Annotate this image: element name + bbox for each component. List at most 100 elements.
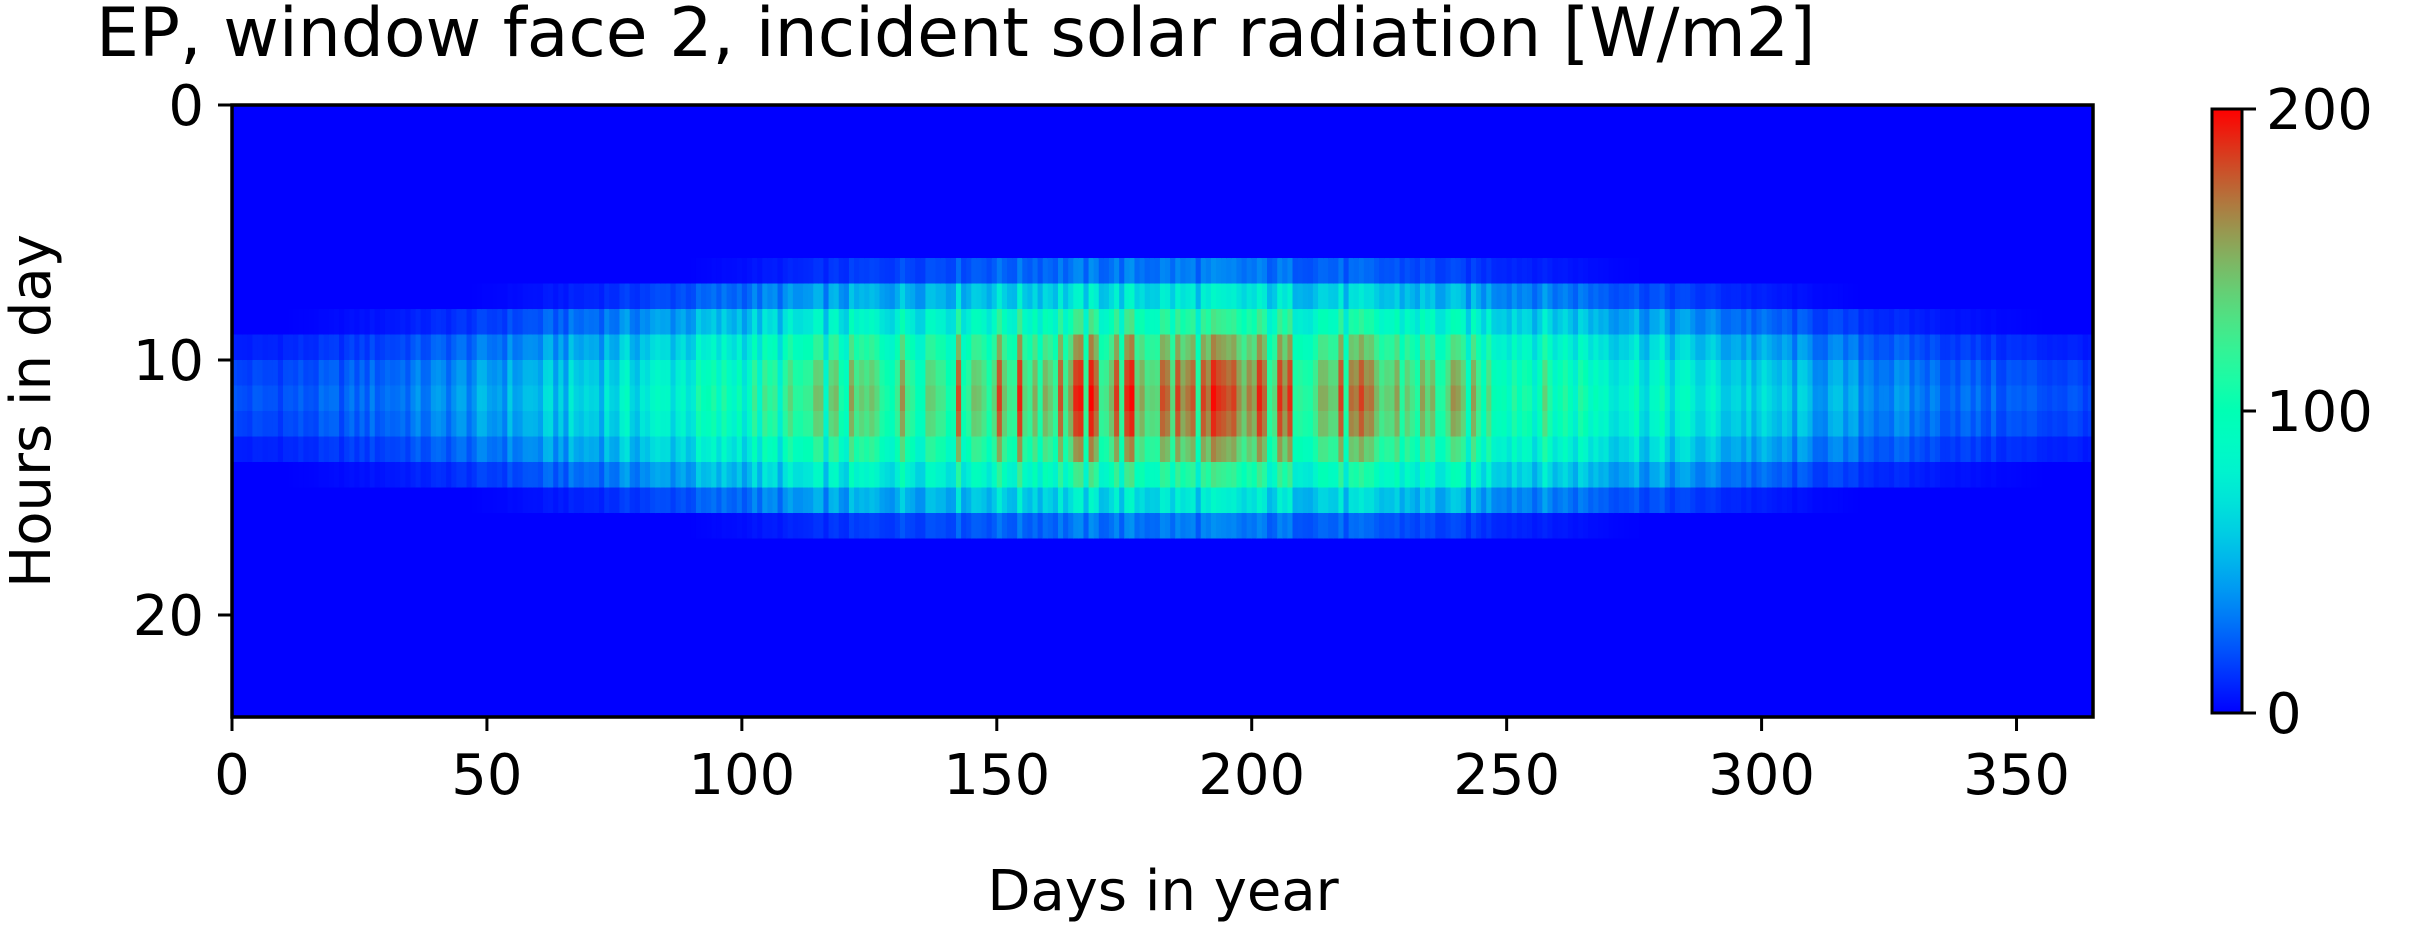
heatmap-cell <box>1292 130 1299 157</box>
heatmap-cell <box>818 105 825 132</box>
heatmap-cell <box>609 156 615 183</box>
heatmap-cell <box>333 283 340 310</box>
heatmap-cell <box>843 181 850 208</box>
heatmap-cell <box>1195 232 1202 259</box>
heatmap-cell <box>497 564 503 591</box>
heatmap-cell <box>864 615 870 642</box>
heatmap-cell <box>548 538 554 565</box>
heatmap-cell <box>1108 589 1115 616</box>
heatmap-cell <box>665 130 672 157</box>
heatmap-cell <box>456 564 463 591</box>
heatmap-cell <box>874 181 881 208</box>
heatmap-cell <box>461 462 468 489</box>
heatmap-cell <box>986 309 993 336</box>
heatmap-cell <box>879 334 886 361</box>
heatmap-cell <box>232 130 238 157</box>
heatmap-cell <box>854 615 860 642</box>
heatmap-cell <box>257 130 264 157</box>
heatmap-cell <box>573 462 580 489</box>
heatmap-cell <box>1088 258 1095 285</box>
heatmap-cell <box>905 436 911 463</box>
heatmap-cell <box>532 666 539 693</box>
heatmap-cell <box>961 513 967 540</box>
heatmap-cell <box>430 232 437 259</box>
heatmap-cell <box>854 487 860 514</box>
heatmap-cell <box>349 385 355 412</box>
heatmap-cell <box>920 589 927 616</box>
heatmap-cell <box>787 666 794 693</box>
heatmap-cell <box>277 232 284 259</box>
heatmap-cell <box>395 666 401 693</box>
heatmap-cell <box>1119 360 1125 387</box>
heatmap-cell <box>614 615 621 642</box>
heatmap-cell <box>451 385 457 412</box>
heatmap-cell <box>344 436 350 463</box>
heatmap-cell <box>497 666 503 693</box>
heatmap-cell <box>522 334 529 361</box>
heatmap-cell <box>354 666 361 693</box>
heatmap-cell <box>792 487 799 514</box>
heatmap-cell <box>838 309 845 336</box>
heatmap-cell <box>328 385 335 412</box>
heatmap-cell <box>1093 156 1100 183</box>
heatmap-cell <box>823 334 830 361</box>
heatmap-cell <box>915 640 921 667</box>
heatmap-cell <box>772 564 779 591</box>
heatmap-cell <box>359 462 366 489</box>
heatmap-cell <box>318 105 325 132</box>
heatmap-cell <box>1200 589 1207 616</box>
heatmap-cell <box>588 105 595 132</box>
heatmap-cell <box>833 130 840 157</box>
heatmap-cell <box>634 385 641 412</box>
heatmap-cell <box>298 513 304 540</box>
heatmap-cell <box>527 156 534 183</box>
heatmap-cell <box>1246 130 1253 157</box>
heatmap-cell <box>726 309 733 336</box>
heatmap-cell <box>446 691 452 718</box>
heatmap-cell <box>1205 360 1212 387</box>
heatmap-cell <box>843 232 850 259</box>
heatmap-cell <box>731 691 738 718</box>
heatmap-cell <box>1251 538 1258 565</box>
heatmap-cell <box>522 640 529 667</box>
heatmap-cell <box>384 105 391 132</box>
heatmap-cell <box>1022 411 1028 438</box>
heatmap-cell <box>400 232 406 259</box>
heatmap-cell <box>339 181 345 208</box>
heatmap-cell <box>1287 640 1294 667</box>
heatmap-cell <box>1185 385 1192 412</box>
heatmap-cell <box>991 360 998 387</box>
heatmap-cell <box>410 207 417 234</box>
heatmap-cell <box>461 334 468 361</box>
heatmap-cell <box>599 360 605 387</box>
heatmap-cell <box>1129 691 1136 718</box>
heatmap-cell <box>1261 283 1268 310</box>
heatmap-cell <box>1134 207 1141 234</box>
heatmap-cell <box>1210 130 1217 157</box>
heatmap-cell <box>1170 589 1176 616</box>
heatmap-cell <box>1063 487 1069 514</box>
heatmap-cell <box>298 360 304 387</box>
heatmap-cell <box>1129 615 1136 642</box>
heatmap-cell <box>379 309 386 336</box>
heatmap-cell <box>532 283 539 310</box>
heatmap-cell <box>716 360 723 387</box>
heatmap-cell <box>670 181 677 208</box>
heatmap-cell <box>915 691 921 718</box>
heatmap-cell <box>232 487 238 514</box>
heatmap-cell <box>660 436 666 463</box>
heatmap-cell <box>706 462 712 489</box>
heatmap-cell <box>1017 615 1023 642</box>
heatmap-cell <box>777 360 784 387</box>
heatmap-cell <box>1251 258 1258 285</box>
heatmap-cell <box>1256 360 1263 387</box>
heatmap-cell <box>1042 283 1049 310</box>
heatmap-cell <box>1052 640 1059 667</box>
heatmap-cell <box>950 156 957 183</box>
heatmap-cell <box>905 640 911 667</box>
heatmap-cell <box>395 156 401 183</box>
heatmap-cell <box>823 411 830 438</box>
heatmap-cell <box>1144 640 1151 667</box>
heatmap-cell <box>400 283 406 310</box>
heatmap-cell <box>1216 258 1222 285</box>
